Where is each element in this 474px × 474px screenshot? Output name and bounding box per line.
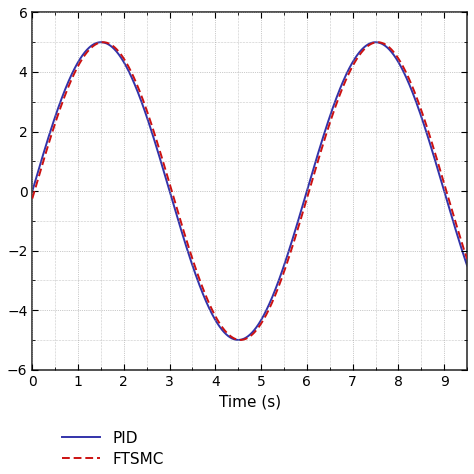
X-axis label: Time (s): Time (s)	[219, 394, 281, 409]
Legend: PID, FTSMC: PID, FTSMC	[62, 431, 164, 467]
PID	[236, 337, 241, 343]
PID	[372, 39, 378, 45]
PID	[29, 188, 35, 194]
PID	[373, 39, 378, 45]
PID	[452, 224, 458, 230]
PID	[52, 116, 57, 121]
FTSMC	[229, 335, 235, 340]
PID	[241, 336, 247, 342]
FTSMC	[29, 196, 35, 201]
PID	[229, 336, 235, 341]
FTSMC	[452, 216, 457, 222]
Line: PID: PID	[32, 42, 467, 340]
FTSMC	[372, 40, 378, 46]
PID	[464, 263, 470, 268]
FTSMC	[452, 217, 458, 223]
FTSMC	[241, 337, 247, 342]
FTSMC	[52, 122, 57, 128]
FTSMC	[464, 256, 470, 262]
PID	[452, 224, 457, 229]
Line: FTSMC: FTSMC	[32, 42, 467, 340]
FTSMC	[237, 337, 243, 343]
FTSMC	[375, 39, 381, 45]
